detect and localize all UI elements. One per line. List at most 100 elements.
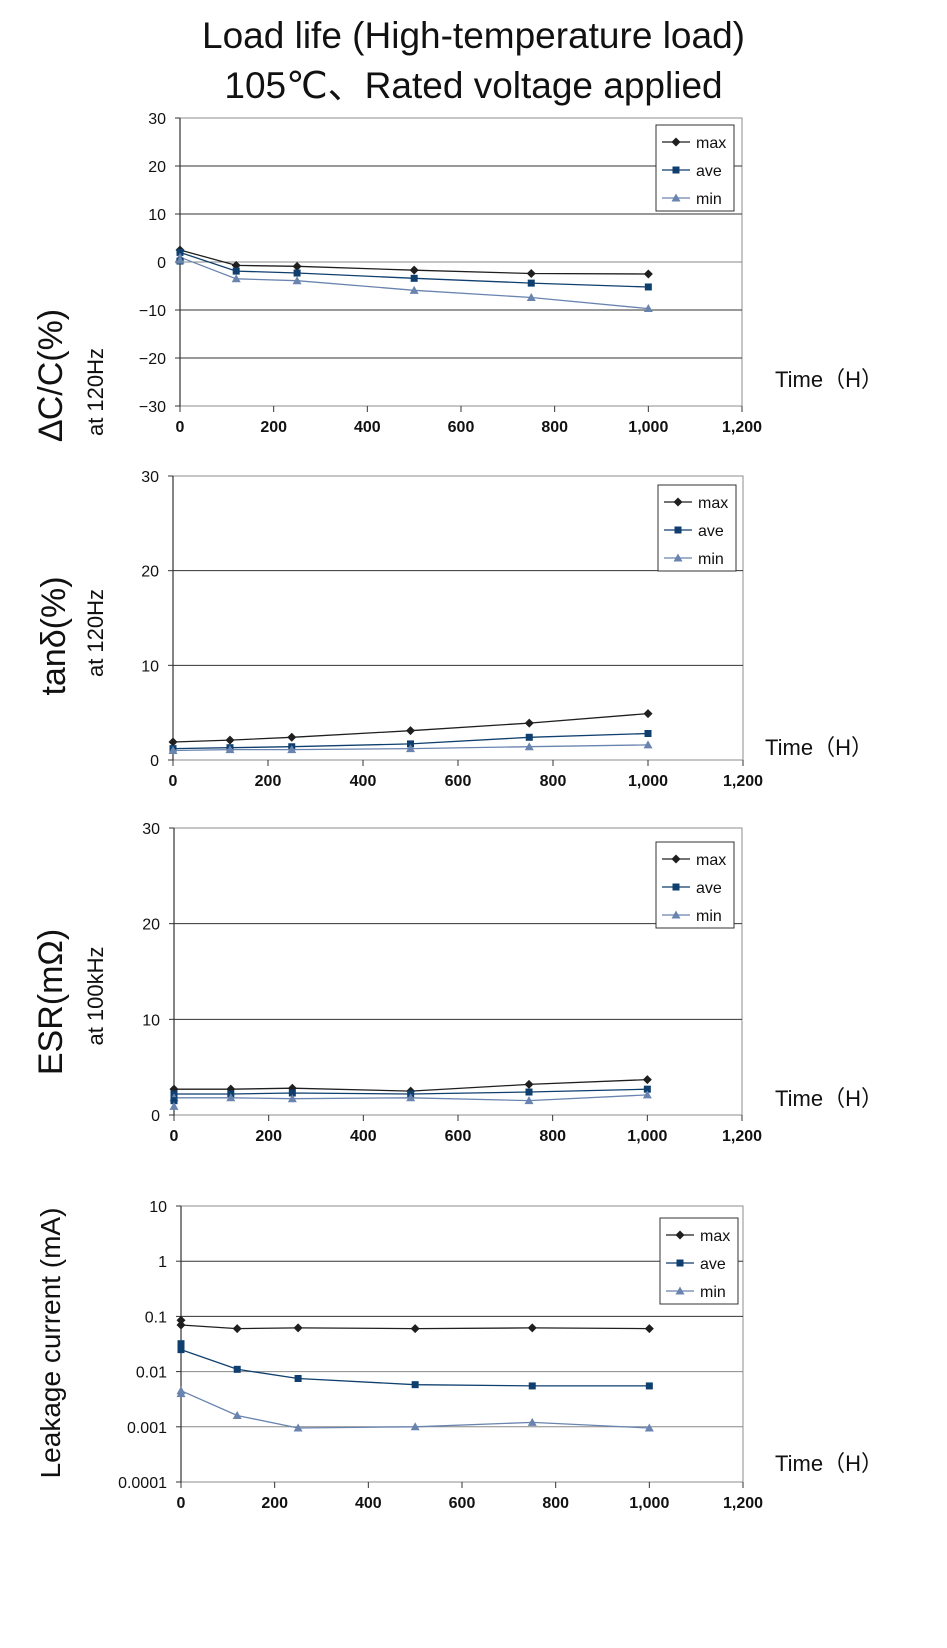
data-point-max — [642, 1075, 652, 1085]
x-axis-label: Time（H） — [775, 1451, 883, 1476]
data-point-ave — [293, 269, 301, 277]
data-point-min — [524, 742, 534, 751]
x-tick-label: 0 — [176, 419, 185, 436]
y-tick-label: 30 — [148, 111, 166, 128]
data-point-ave — [528, 1382, 536, 1390]
legend-box — [655, 841, 735, 929]
x-tick-label: 600 — [448, 419, 475, 436]
data-point-min — [406, 1093, 416, 1102]
x-tick-label: 600 — [449, 1495, 476, 1512]
x-tick-label: 400 — [350, 773, 377, 790]
legend-marker-ave — [672, 166, 680, 174]
data-point-min — [409, 285, 419, 294]
x-tick-label: 1,200 — [723, 773, 763, 790]
data-point-min — [643, 304, 653, 313]
y-tick-label: −20 — [139, 351, 166, 368]
x-tick-label: 1,000 — [628, 419, 668, 436]
data-point-ave — [233, 1365, 241, 1373]
data-point-min — [287, 1094, 297, 1103]
data-point-max — [526, 269, 536, 279]
data-point-min — [168, 746, 178, 755]
legend-label-max: max — [696, 135, 726, 152]
data-point-ave — [644, 283, 652, 291]
data-point-ave — [232, 267, 240, 275]
data-point-ave — [294, 1374, 302, 1382]
x-tick-label: 800 — [539, 1128, 566, 1145]
data-point-min — [226, 1093, 236, 1102]
y-tick-label: 0 — [151, 1108, 160, 1125]
x-tick-label: 1,200 — [722, 1128, 762, 1145]
x-tick-label: 0 — [170, 1128, 179, 1145]
x-tick-label: 1,000 — [629, 1495, 669, 1512]
data-point-max — [643, 269, 653, 279]
legend-marker-ave — [674, 526, 682, 534]
y-tick-label: 30 — [142, 821, 160, 838]
y-axis-label: ∆C/C(%) — [32, 309, 70, 441]
x-tick-label: 200 — [260, 419, 287, 436]
legend-label-ave: ave — [700, 1256, 726, 1273]
data-point-ave — [177, 1346, 185, 1354]
legend-marker-max — [673, 497, 683, 507]
data-point-min — [526, 293, 536, 302]
legend-label-ave: ave — [696, 880, 722, 897]
data-point-min — [644, 1423, 654, 1432]
data-point-max — [524, 718, 534, 728]
y-axis-sublabel: at 120Hz — [83, 348, 108, 436]
x-tick-label: 1,200 — [722, 419, 762, 436]
y-tick-label: 20 — [141, 564, 159, 581]
legend-label-min: min — [700, 1284, 726, 1301]
data-point-ave — [643, 1085, 651, 1093]
data-point-max — [406, 726, 415, 736]
y-tick-label: 30 — [141, 469, 159, 486]
data-point-min — [231, 274, 241, 283]
series-line-max — [179, 249, 649, 275]
data-point-ave — [525, 1088, 533, 1096]
data-point-ave — [177, 1340, 185, 1348]
capacitance-change-chart: 30 20 10 0 −10 −20 −30 0 200 400 600 800 1,000 1,200 ∆… — [32, 111, 883, 441]
data-point-min — [169, 1101, 179, 1110]
data-point-min — [406, 744, 415, 753]
data-point-ave — [645, 1382, 653, 1390]
data-point-ave — [527, 279, 535, 287]
x-tick-label: 200 — [255, 773, 282, 790]
x-tick-label: 400 — [354, 419, 381, 436]
data-point-max — [293, 1323, 303, 1333]
y-tick-label: 1 — [158, 1254, 167, 1271]
data-point-min — [293, 1423, 303, 1432]
x-tick-label: 600 — [445, 1128, 472, 1145]
data-point-max — [527, 1323, 537, 1333]
y-tick-label: 10 — [141, 658, 159, 675]
y-axis-label: ESR(mΩ) — [32, 929, 70, 1075]
data-point-max — [292, 261, 302, 271]
legend-marker-max — [675, 1230, 685, 1240]
y-tick-label: −10 — [139, 303, 166, 320]
y-tick-label: −30 — [139, 399, 166, 416]
data-point-min — [176, 1389, 186, 1398]
data-point-max — [287, 732, 297, 742]
x-tick-label: 200 — [261, 1495, 288, 1512]
data-point-ave — [644, 729, 652, 737]
series-line-ave — [179, 251, 649, 288]
x-tick-label: 800 — [540, 773, 567, 790]
data-point-min — [232, 1411, 242, 1420]
series-line-max — [174, 1078, 648, 1092]
data-point-min — [225, 745, 235, 754]
x-tick-label: 400 — [355, 1495, 382, 1512]
data-point-max — [410, 1324, 420, 1334]
data-point-ave — [525, 733, 533, 741]
y-tick-label: 10 — [142, 1012, 160, 1029]
legend-marker-min — [675, 1286, 685, 1295]
legend-box — [655, 124, 735, 212]
chart-title-line1: Load life (High-temperature load) — [202, 15, 745, 56]
legend-marker-min — [671, 193, 681, 202]
series-line-ave — [174, 1088, 648, 1095]
tan-delta-chart: 30 20 10 00 200 400 600 800 1,000 1,200 tanδ(%) at … — [35, 469, 873, 790]
x-tick-label: 1,000 — [627, 1128, 667, 1145]
y-axis-sublabel: at 120Hz — [83, 589, 108, 677]
data-point-ave — [170, 1097, 178, 1105]
series-line-ave — [180, 1348, 650, 1387]
legend-box — [657, 484, 737, 572]
data-point-max — [176, 1315, 186, 1325]
y-axis-sublabel: at 100kHz — [83, 946, 108, 1045]
y-tick-label: 0.01 — [136, 1365, 167, 1382]
